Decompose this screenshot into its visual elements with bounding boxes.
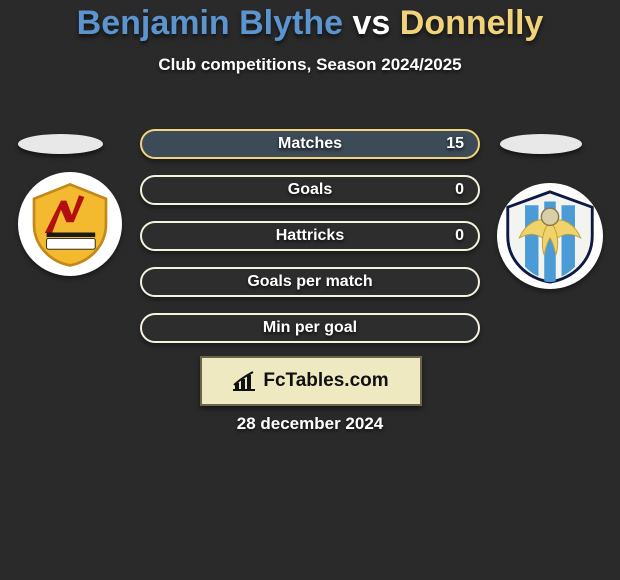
- bar-chart-icon: [233, 371, 257, 391]
- dafc-badge-icon: [25, 179, 115, 269]
- stat-label: Hattricks: [142, 223, 478, 249]
- stat-row-min-per-goal: Min per goal: [140, 313, 480, 343]
- date: 28 december 2024: [0, 414, 620, 434]
- player2-club-badge: [497, 183, 603, 289]
- stat-label: Min per goal: [142, 315, 478, 341]
- stat-row-goals-per-match: Goals per match: [140, 267, 480, 297]
- player1-avatar-placeholder: [18, 134, 103, 154]
- title-player1: Benjamin Blythe: [77, 4, 343, 42]
- stats-panel: Matches 15 Goals 0 Hattricks 0 Goals per…: [140, 129, 480, 359]
- stat-value-player2: 0: [455, 223, 464, 249]
- brand-text: FcTables.com: [263, 370, 388, 392]
- stat-label: Goals: [142, 177, 478, 203]
- stat-value-player2: 15: [446, 131, 464, 157]
- stat-value-player2: 0: [455, 177, 464, 203]
- title-player2: Donnelly: [400, 4, 544, 42]
- subtitle: Club competitions, Season 2024/2025: [0, 55, 620, 75]
- colchester-badge-icon: [502, 188, 598, 284]
- stat-row-hattricks: Hattricks 0: [140, 221, 480, 251]
- brand-box: FcTables.com: [200, 356, 422, 406]
- stat-row-goals: Goals 0: [140, 175, 480, 205]
- player2-avatar-placeholder: [500, 134, 582, 154]
- stat-row-matches: Matches 15: [140, 129, 480, 159]
- stat-label: Matches: [142, 131, 478, 157]
- stat-label: Goals per match: [142, 269, 478, 295]
- page-title: Benjamin Blythe vs Donnelly: [0, 4, 620, 43]
- title-vs: vs: [352, 4, 390, 42]
- player1-club-badge: [18, 172, 122, 276]
